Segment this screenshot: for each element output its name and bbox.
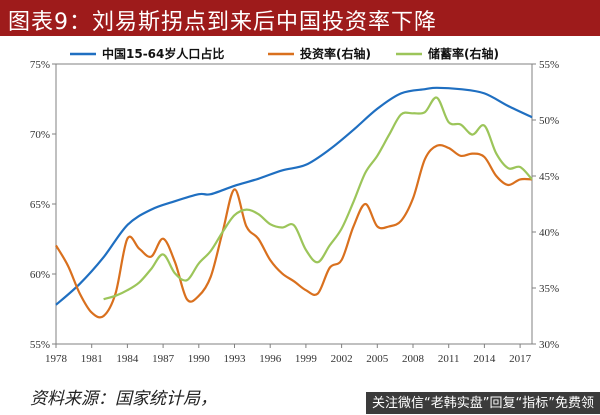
source-area: 资料来源：国家统计局， 关注微信“老韩实盘”回复“指标”免费领: [0, 378, 600, 414]
x-tick-label: 2017: [509, 353, 532, 365]
y-right-tick-label: 30%: [539, 339, 559, 351]
watermark-text: 关注微信“老韩实盘”回复“指标”免费领: [372, 396, 594, 411]
source-note: 资料来源：国家统计局，: [30, 389, 217, 409]
plot-frame: [55, 63, 533, 345]
line-chart: 55% 60% 65% 70% 75% 30% 35% 40% 45% 50% 55% 1978 198…: [30, 46, 559, 365]
x-tick-label: 1993: [224, 353, 247, 365]
y-right-tick-label: 35%: [539, 283, 559, 295]
legend-label-investment-rate: 投资率(右轴): [300, 46, 371, 61]
x-tick-label: 1984: [116, 353, 139, 365]
x-tick-label: 1990: [188, 353, 211, 365]
y-right-tick-label: 55%: [539, 59, 559, 71]
y-right-tick-label: 45%: [539, 171, 559, 183]
x-tick-label: 2002: [331, 353, 353, 365]
x-tick-label: 1987: [152, 353, 175, 365]
x-tick-label: 1999: [295, 353, 318, 365]
x-tick-label: 2014: [473, 353, 496, 365]
x-tick-label: 2008: [402, 353, 425, 365]
y-left-tick-label: 75%: [30, 59, 50, 71]
x-tick-label: 1978: [45, 353, 68, 365]
y-left-tick-label: 55%: [30, 339, 50, 351]
legend-label-population-share: 中国15-64岁人口占比: [102, 46, 224, 61]
x-tick-label: 2011: [438, 353, 460, 365]
title-bar: 图表9：刘易斯拐点到来后中国投资率下降: [0, 0, 600, 36]
legend-label-savings-rate: 储蓄率(右轴): [428, 46, 499, 61]
chart-title: 图表9：刘易斯拐点到来后中国投资率下降: [8, 10, 437, 35]
series-line-savings-rate: [103, 96, 533, 301]
series-line-investment-rate: [55, 144, 533, 319]
watermark-banner: 关注微信“老韩实盘”回复“指标”免费领: [366, 392, 600, 414]
y-right-tick-label: 40%: [539, 227, 559, 239]
series-line-population-share: [55, 86, 533, 306]
y-left-tick-label: 60%: [30, 269, 50, 281]
x-tick-label: 1981: [81, 353, 103, 365]
x-tick-label: 1996: [259, 353, 282, 365]
y-left-tick-label: 65%: [30, 199, 50, 211]
y-right-tick-label: 50%: [539, 115, 559, 127]
x-tick-label: 2005: [366, 353, 389, 365]
y-left-tick-label: 70%: [30, 129, 50, 141]
